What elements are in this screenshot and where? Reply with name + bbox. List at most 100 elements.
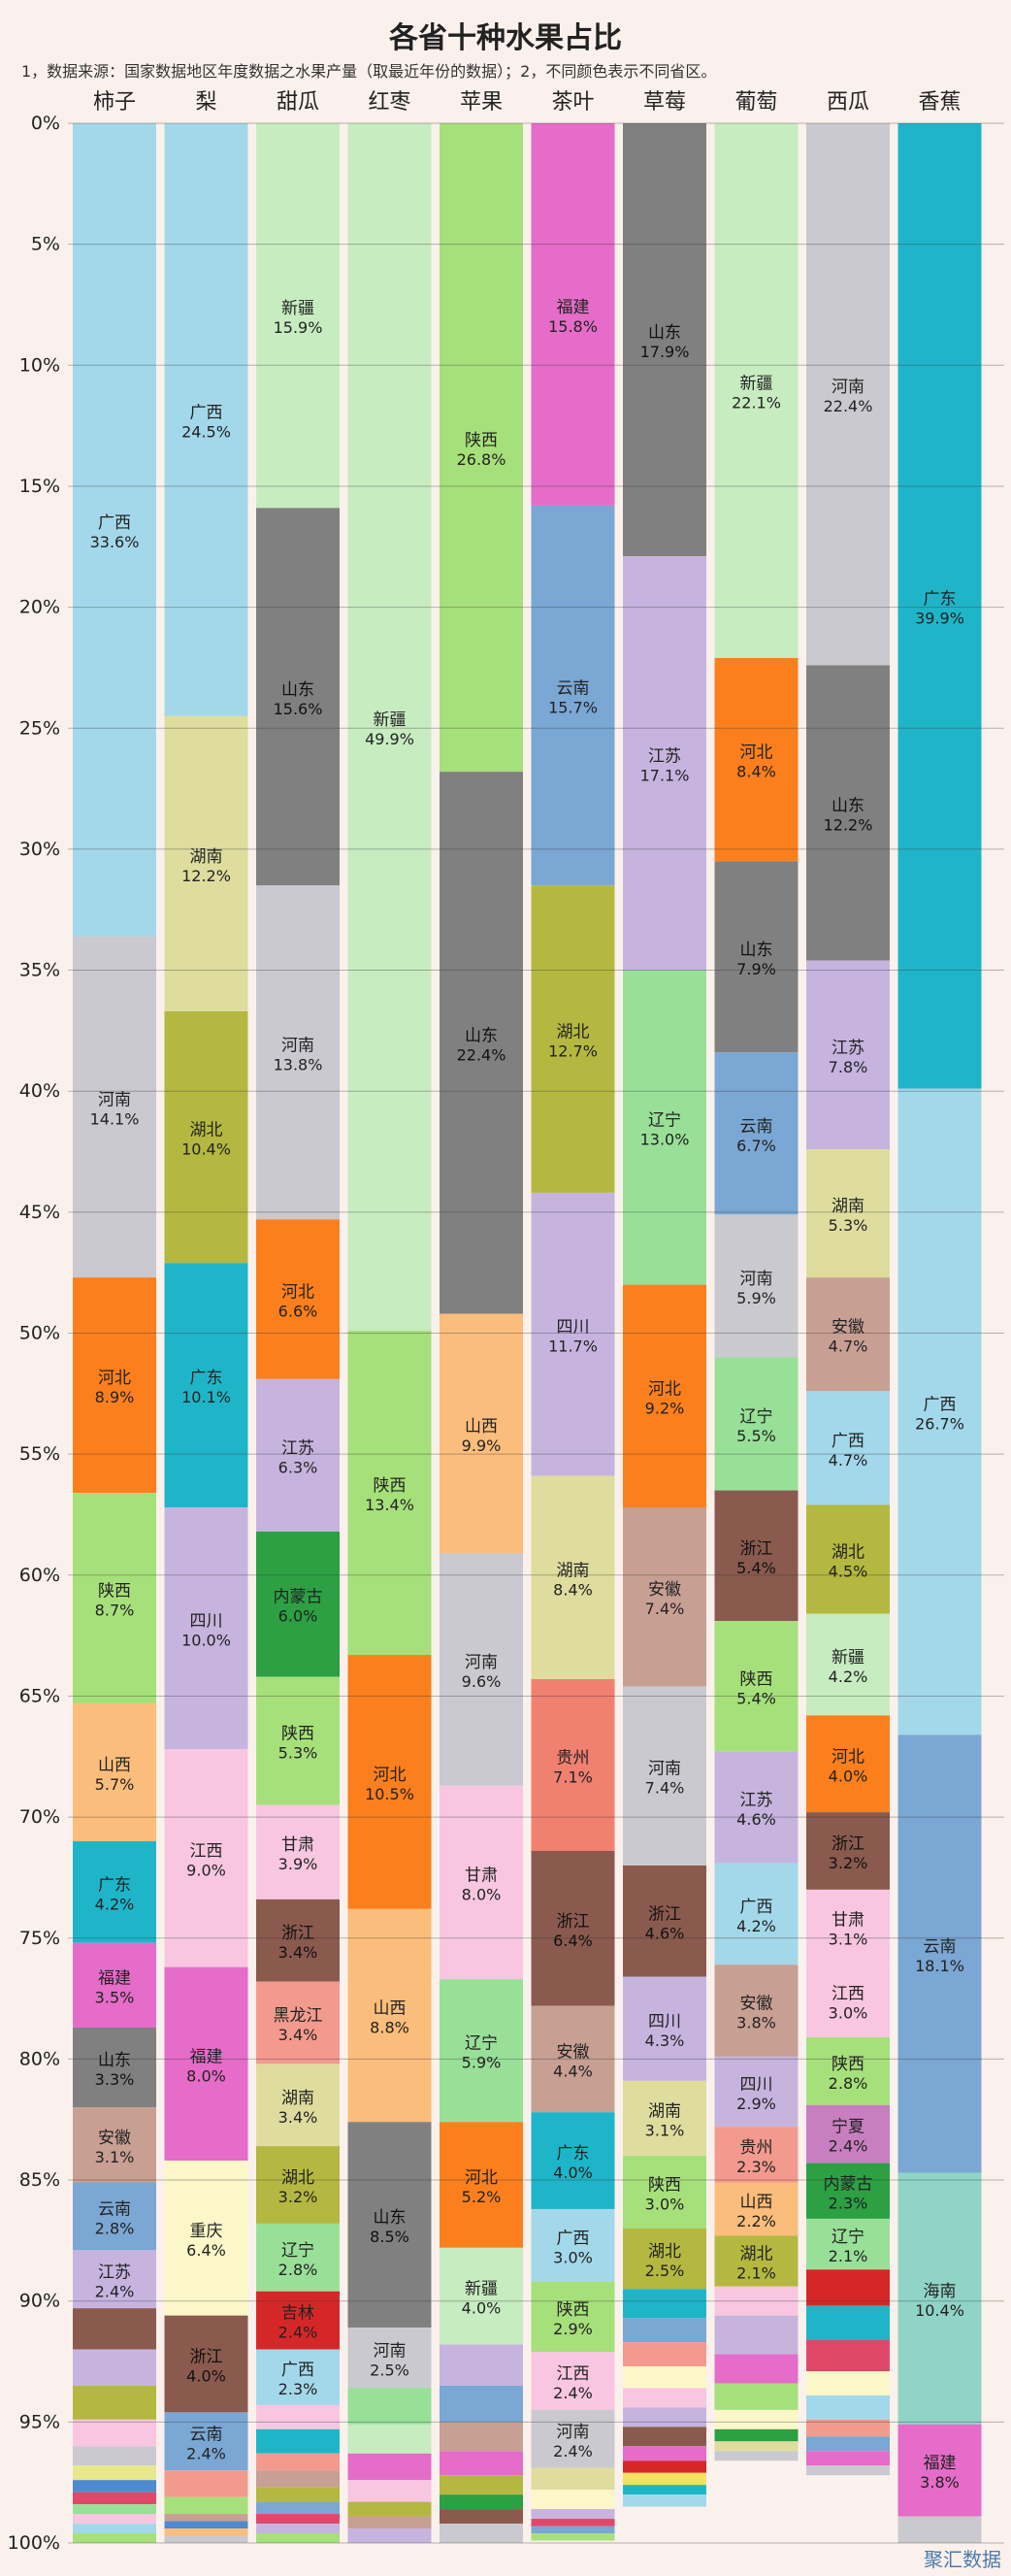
segment-label: 湖北: [832, 1543, 864, 1563]
segment-value: 10.4%: [181, 1140, 231, 1159]
bar-segment: [531, 2533, 615, 2541]
segment-value: 14.1%: [90, 1109, 140, 1128]
segment-label: 河南: [465, 1653, 498, 1672]
segment-label: 安徽: [832, 1318, 864, 1338]
segment-value: 2.4%: [829, 2137, 868, 2156]
bar-segment: [73, 2107, 156, 2183]
y-tick-label: 50%: [19, 1323, 60, 1344]
bar-segment: [164, 715, 248, 1011]
segment-label: 海南: [924, 2282, 957, 2301]
bar-segment: [623, 1506, 706, 1687]
segment-value: 39.9%: [915, 609, 964, 627]
segment-value: 5.4%: [736, 1689, 776, 1707]
segment-label: 辽宁: [281, 2241, 314, 2261]
category-label: 苹果: [460, 90, 503, 115]
segment-value: 11.7%: [548, 1338, 598, 1356]
bar-segment: [531, 2526, 615, 2534]
segment-value: 17.9%: [640, 343, 690, 361]
bar-segment: [347, 2122, 432, 2328]
bar-segment: [897, 123, 982, 1089]
bar-segment: [73, 2250, 156, 2309]
segment-value: 4.7%: [829, 1338, 868, 1356]
segment-label: 陕西: [832, 2055, 864, 2074]
segment-value: 22.4%: [824, 397, 873, 415]
segment-label: 新疆: [374, 710, 407, 730]
bar-segment: [164, 2412, 248, 2471]
segment-label: 江苏: [740, 1791, 773, 1810]
segment-label: 江苏: [281, 1438, 314, 1458]
bar-segment: [806, 1812, 890, 1890]
bar-segment: [256, 2501, 340, 2515]
segment-label: 辽宁: [740, 1407, 773, 1427]
segment-label: 四川: [190, 1612, 223, 1632]
chart-title: 各省十种水果占比: [389, 21, 622, 55]
bar-segment: [806, 2394, 890, 2420]
segment-value: 13.8%: [274, 1055, 323, 1073]
bar-segment: [73, 2514, 156, 2525]
bar-segment: [440, 2422, 523, 2452]
y-tick-label: 15%: [19, 476, 60, 497]
bar-segment: [164, 1966, 248, 2162]
category-label: 西瓜: [827, 90, 869, 115]
segment-label: 湖南: [190, 847, 223, 867]
bar-segment: [256, 1219, 340, 1379]
segment-label: 河南: [557, 2423, 590, 2442]
segment-label: 云南: [98, 2199, 131, 2219]
bar-segment: [73, 1702, 156, 1842]
segment-value: 33.6%: [90, 533, 140, 551]
segment-value: 2.9%: [736, 2095, 776, 2113]
bar-segment: [256, 2291, 340, 2350]
segment-label: 浙江: [740, 1539, 773, 1559]
segment-label: 江西: [557, 2364, 590, 2384]
bar-segment: [440, 2509, 523, 2525]
bar-segment: [256, 2470, 340, 2488]
y-tick-label: 80%: [19, 2048, 60, 2069]
segment-value: 24.5%: [181, 422, 231, 441]
segment-label: 湖北: [557, 1023, 590, 1042]
segment-label: 云南: [190, 2425, 223, 2444]
segment-value: 2.3%: [829, 2194, 868, 2212]
segment-value: 13.0%: [640, 1131, 690, 1149]
segment-label: 安徽: [648, 1580, 681, 1600]
bar-segment: [806, 2339, 890, 2371]
bar-segment: [806, 2269, 890, 2306]
bar-segment: [440, 1785, 523, 1980]
bar-segment: [531, 505, 615, 886]
segment-value: 8.4%: [553, 1580, 593, 1599]
segment-label: 广西: [924, 1396, 957, 1415]
bar-segment: [714, 1490, 799, 1622]
bar-segment: [897, 2172, 982, 2425]
segment-value: 10.1%: [181, 1388, 231, 1406]
bar-segment: [714, 1052, 799, 1215]
segment-value: 13.4%: [365, 1496, 414, 1514]
segment-label: 浙江: [190, 2348, 223, 2367]
segment-label: 贵州: [740, 2138, 773, 2158]
bar-segment: [256, 885, 340, 1220]
segment-value: 7.9%: [736, 960, 776, 978]
segment-label: 广西: [281, 2361, 314, 2380]
bar-segment: [623, 1686, 706, 1866]
bar-segment: [806, 2036, 890, 2105]
segment-label: 安徽: [740, 1995, 773, 2014]
segment-value: 4.0%: [462, 2299, 502, 2318]
segment-label: 辽宁: [832, 2228, 864, 2247]
bar-segment: [623, 2407, 706, 2427]
y-tick-label: 65%: [19, 1685, 60, 1706]
segment-value: 3.2%: [829, 1854, 868, 1872]
segment-label: 辽宁: [648, 1111, 681, 1131]
bar-segment: [897, 2516, 982, 2543]
bar-segment: [623, 2156, 706, 2229]
segment-label: 四川: [740, 2075, 773, 2095]
segment-label: 山东: [832, 797, 864, 816]
segment-value: 5.3%: [278, 1744, 318, 1763]
y-tick-label: 70%: [19, 1806, 60, 1828]
segment-value: 6.7%: [736, 1137, 776, 1155]
bar-segment: [714, 2286, 799, 2316]
bar-segment: [256, 2223, 340, 2292]
bar-segment: [531, 2467, 615, 2491]
bar-segment: [256, 2514, 340, 2525]
bar-segment: [73, 2492, 156, 2505]
segment-label: 福建: [557, 298, 590, 317]
